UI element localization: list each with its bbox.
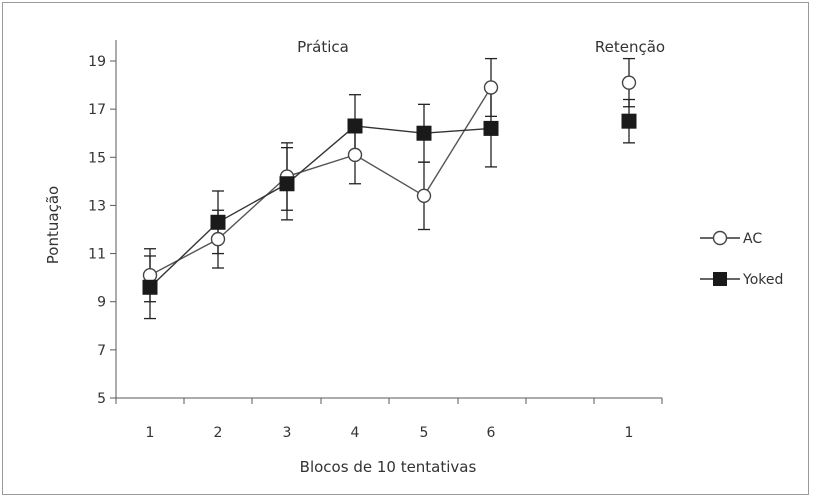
series-line-yoked xyxy=(149,125,492,288)
data-point-ac xyxy=(621,75,637,90)
data-point-yoked xyxy=(279,176,295,192)
data-point-yoked xyxy=(347,118,363,134)
legend-label: AC xyxy=(743,231,762,247)
x-tick-label: 1 xyxy=(625,425,634,441)
data-point-yoked xyxy=(483,120,499,136)
x-tick-label: 6 xyxy=(487,425,496,441)
data-point-ac xyxy=(416,188,432,204)
x-tick-label: 3 xyxy=(283,425,292,441)
y-tick-label: 19 xyxy=(88,54,106,70)
y-tick-label: 7 xyxy=(97,343,106,359)
data-point-ac xyxy=(210,231,226,247)
y-tick-label: 11 xyxy=(88,247,106,263)
x-tick-label: 1 xyxy=(146,425,155,441)
data-point-yoked xyxy=(621,113,637,129)
series-line-ac xyxy=(149,87,492,276)
x-axis-title: Blocos de 10 tentativas xyxy=(300,458,477,476)
y-tick-label: 17 xyxy=(88,102,106,118)
data-point-ac xyxy=(483,80,499,95)
data-point-yoked xyxy=(210,214,226,230)
data-point-yoked xyxy=(142,279,158,295)
y-axis-title: Pontuação xyxy=(44,186,62,264)
legend: AC Yoked xyxy=(700,230,783,288)
x-tick-label: 5 xyxy=(420,425,429,441)
panel-label-retention: Retenção xyxy=(595,38,665,56)
data-point-ac xyxy=(347,147,363,163)
data-point-yoked xyxy=(416,125,432,141)
x-tick-label: 2 xyxy=(214,425,223,441)
y-tick-label: 9 xyxy=(97,295,106,311)
y-tick-label: 13 xyxy=(88,198,106,214)
x-tick-label: 4 xyxy=(351,425,360,441)
panel-label-practice: Prática xyxy=(297,38,349,56)
y-tick-label: 5 xyxy=(97,391,106,407)
legend-label: Yoked xyxy=(742,272,783,288)
series-layer xyxy=(142,57,637,320)
y-tick-label: 15 xyxy=(88,150,106,166)
legend-marker xyxy=(712,230,728,246)
axes: 5 7 9 11 13 15 17 19 1 2 3 4 5 6 1 Blocos de 10 tentati… xyxy=(44,38,665,476)
legend-marker xyxy=(713,272,727,286)
